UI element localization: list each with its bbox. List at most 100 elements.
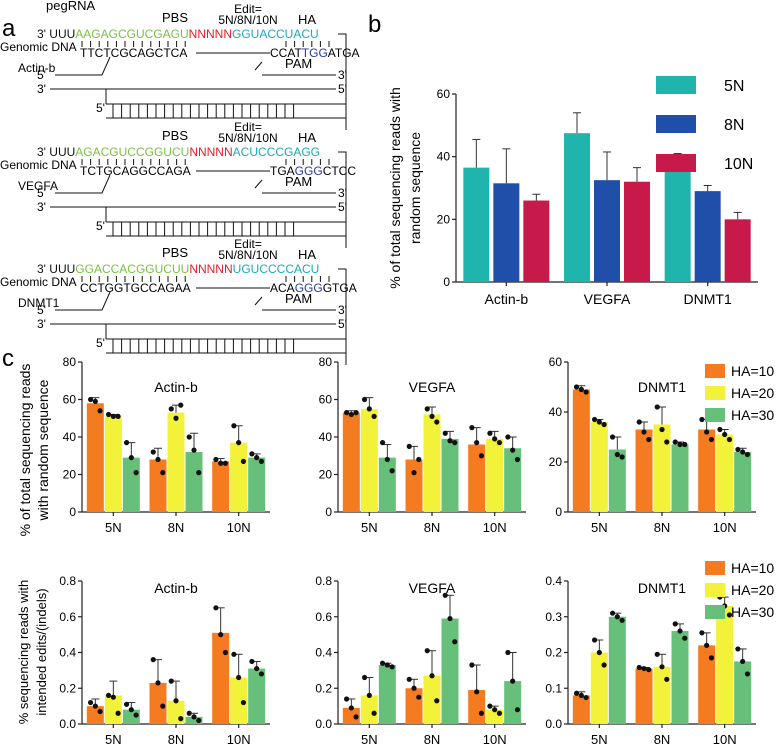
replicate-point [583, 389, 589, 395]
x-tick-label: 8N [654, 732, 671, 747]
prime-5-left-label: 5' [37, 303, 46, 317]
replicate-point [659, 426, 665, 433]
x-tick-label: 8N [424, 732, 441, 747]
edit-label-line2: 5N/8N/10N [218, 131, 277, 145]
replicate-point [735, 446, 741, 453]
replicate-point [123, 440, 130, 446]
replicate-point [434, 419, 440, 425]
pam-sequence: GGG [295, 281, 323, 295]
replicate-point [699, 416, 705, 423]
bar-ha10-10n [212, 461, 230, 512]
replicate-point [115, 710, 121, 716]
replicate-point [218, 460, 224, 466]
prime-5-right-label: 5' [338, 200, 347, 214]
replicate-point [682, 441, 688, 448]
chart-c-vegfa-random: 0 20 40 60 80 VEGFA 5N 8N 10N [319, 355, 526, 535]
legend-label: HA=30 [731, 604, 774, 620]
replicate-point [371, 710, 377, 716]
replicate-point [609, 610, 616, 616]
bar-8n-actinb [493, 183, 520, 282]
edit-sequence: NNNNN [189, 145, 232, 159]
replicate-point [496, 710, 503, 716]
replicate-point [726, 436, 733, 443]
chart-c-dnmt1-edits: 0.0 0.1 0.2 0.3 0.4 DNMT1 5N 8N 10N HA=10 HA=20 HA=… [545, 560, 774, 747]
y-tick-label: 20 [437, 212, 451, 226]
dna-right-sequence: TGAGGGCTCC [270, 164, 356, 178]
replicate-point [411, 685, 417, 691]
replicate-point [641, 429, 647, 435]
chart-title: DNMT1 [638, 379, 686, 395]
x-tick-label: Actin-b [485, 291, 529, 307]
y-tick-label: 0.8 [59, 574, 76, 588]
chart-b: 0 20 40 60 Actin-b VEGFA DNMT1 % of total seque… [387, 76, 758, 307]
bar-ha20-10n [486, 438, 504, 512]
edit-label-line1: Edit= [234, 120, 262, 134]
bar-ha20-5n [360, 408, 378, 512]
replicate-point [664, 676, 670, 682]
y-tick-label: 0.2 [59, 681, 76, 695]
replicate-point [704, 642, 710, 648]
replicate-point [128, 707, 134, 713]
panel-label-c: c [2, 345, 14, 372]
bar-ha30-5n [608, 449, 626, 512]
gene-label: DNMT1 [18, 296, 60, 310]
x-tick-label: 8N [654, 520, 671, 535]
bar-ha10-10n [698, 645, 716, 724]
scaffold-left [50, 88, 107, 104]
pbs-label: PBS [162, 245, 188, 260]
ylabel-line1: % sequencing reads with [16, 580, 31, 725]
replicate-point [664, 439, 670, 445]
chart-title: DNMT1 [638, 580, 686, 596]
pegrna-label: pegRNA [46, 0, 95, 13]
replicate-point [249, 658, 255, 665]
bar-ha30-8n [671, 444, 689, 512]
bar-ha10-8n [405, 688, 423, 724]
replicate-point [573, 384, 580, 390]
y-tick-label: 0.0 [315, 717, 332, 731]
target-strand-nick [254, 296, 263, 306]
replicate-point [222, 649, 229, 656]
replicate-point [609, 434, 616, 440]
bar-ha10-10n [212, 632, 230, 724]
x-tick-label: 5N [105, 732, 122, 747]
y-tick-label: 0 [69, 505, 76, 519]
bar-ha30-10n [734, 661, 752, 724]
x-tick-label: 5N [591, 732, 608, 747]
scaffold-left [50, 206, 107, 222]
bar-5n-actinb [463, 167, 490, 282]
legend-swatch [705, 561, 725, 575]
pbs-label: PBS [162, 10, 188, 25]
replicate-point [744, 451, 751, 458]
y-tick-label: 0.4 [545, 574, 562, 588]
replicate-point [492, 436, 498, 442]
bar-ha20-8n [653, 666, 671, 724]
replicate-point [722, 431, 728, 438]
replicate-point [155, 456, 161, 463]
replicate-point [578, 692, 584, 699]
y-tick-label: 0.0 [545, 717, 562, 731]
ylabel-line2: random sequence [407, 132, 423, 244]
bar-ha30-10n [734, 452, 752, 512]
scaffold-left [50, 323, 107, 339]
replicate-point [416, 694, 422, 700]
legend-swatch [705, 408, 725, 422]
bar-ha10-5n [86, 403, 104, 512]
replicate-point [487, 703, 493, 709]
bar-ha10-5n [86, 706, 104, 724]
pam-sequence: TGG [302, 46, 328, 60]
y-tick-label: 60 [549, 355, 563, 369]
replicate-point [379, 440, 386, 446]
prime-5-left-label: 5' [37, 68, 46, 82]
replicate-point [240, 458, 247, 464]
bar-ha10-8n [149, 682, 167, 724]
edit-label-line1: Edit= [234, 237, 262, 251]
x-tick-label: 10N [713, 520, 737, 535]
prime-3-left-label: 3' [37, 317, 46, 331]
replicate-point [682, 635, 688, 641]
legend-swatch [705, 386, 725, 400]
replicate-point [619, 454, 625, 460]
replicate-point [348, 411, 354, 418]
ha-label: HA [298, 12, 316, 27]
replicate-point [128, 455, 134, 461]
